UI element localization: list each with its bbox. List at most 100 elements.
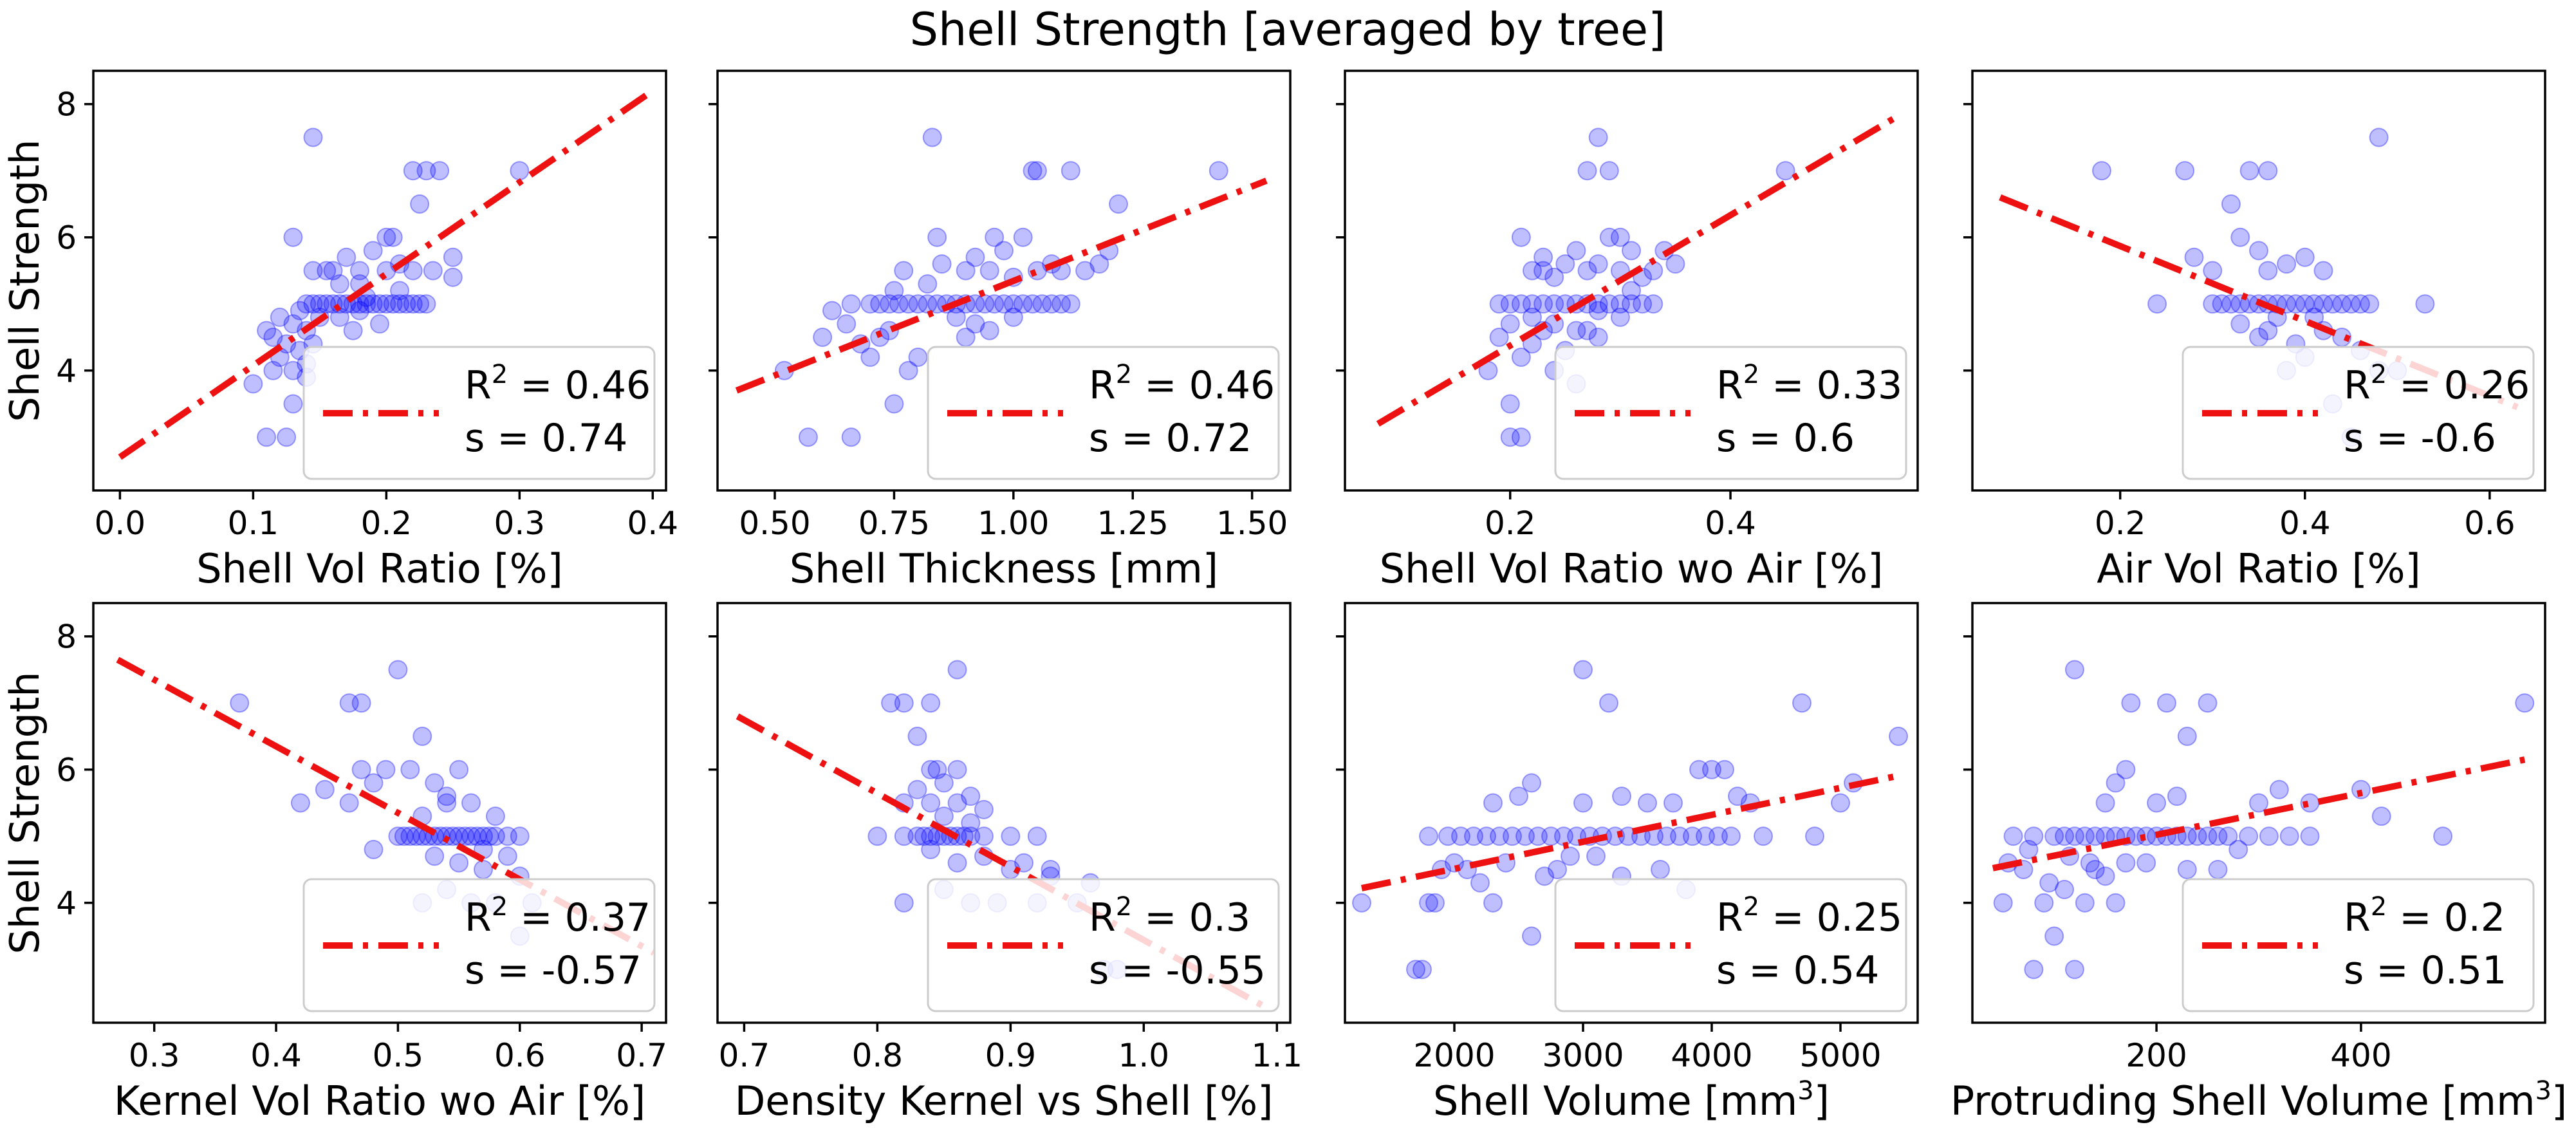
data-point	[1599, 227, 1619, 247]
data-point	[357, 294, 376, 314]
x-tick-label: 0.3	[494, 505, 546, 542]
data-point	[2230, 314, 2250, 334]
legend: R2 = 0.46 s = 0.72	[927, 346, 1280, 480]
data-point	[1438, 826, 1458, 846]
data-point	[343, 321, 363, 340]
data-point	[1014, 853, 1034, 873]
scatter-points	[2091, 127, 2435, 447]
data-point	[1754, 826, 1773, 846]
data-point	[412, 726, 432, 746]
legend-r2-label: R2 = 0.3	[1089, 892, 1250, 940]
data-point	[1573, 793, 1593, 813]
data-point	[1052, 294, 1071, 314]
data-point	[2075, 826, 2095, 846]
data-point	[1573, 660, 1593, 680]
data-point	[1548, 859, 1567, 879]
data-point	[1709, 826, 1728, 846]
data-point	[1522, 307, 1542, 327]
data-point	[1032, 294, 1052, 314]
data-point	[310, 294, 329, 314]
data-point	[1483, 793, 1503, 813]
legend: R2 = 0.3 s = -0.55	[927, 878, 1280, 1012]
data-point	[1522, 926, 1541, 946]
data-point	[363, 294, 383, 314]
data-point	[263, 327, 283, 347]
data-point	[1013, 294, 1033, 314]
data-point	[2167, 787, 2187, 806]
data-point	[497, 826, 517, 846]
y-axis-label: Shell Strength	[1, 139, 48, 422]
figure-title: Shell Strength [averaged by tree]	[910, 3, 1666, 56]
data-point	[467, 826, 487, 846]
data-point	[1061, 294, 1080, 314]
data-point	[1522, 773, 1541, 793]
data-point	[907, 779, 927, 799]
data-point	[317, 294, 337, 314]
data-point	[1352, 893, 1371, 913]
data-point	[1588, 127, 1608, 147]
x-tick-label: 0.5	[373, 1037, 424, 1074]
data-point	[2116, 759, 2136, 779]
data-point	[400, 826, 420, 846]
data-point	[425, 846, 445, 866]
data-point	[283, 394, 303, 414]
legend-slope-label: s = 0.72	[1089, 416, 1252, 461]
data-point	[880, 294, 899, 314]
x-tick-label: 0.7	[719, 1037, 770, 1074]
data-point	[1406, 960, 1425, 980]
data-point	[927, 227, 947, 247]
chart-panel-5: 0.3 0.4 0.5 0.6 0.7 4 6 8 Kernel Vol Ratio wo Ai…	[1, 602, 667, 1124]
data-point	[339, 693, 359, 713]
data-point	[283, 360, 303, 380]
data-point	[2024, 826, 2044, 846]
data-point	[2044, 826, 2064, 846]
data-point	[927, 759, 947, 779]
data-point	[1638, 793, 1657, 813]
data-point	[2249, 241, 2268, 261]
data-point	[881, 693, 901, 713]
data-point	[867, 826, 887, 846]
data-point	[1599, 294, 1619, 314]
data-point	[1500, 427, 1520, 447]
data-point	[1566, 321, 1586, 340]
data-point	[376, 759, 396, 779]
data-point	[1683, 826, 1702, 846]
data-point	[914, 826, 934, 846]
data-point	[396, 294, 416, 314]
regression-line	[1992, 756, 2526, 871]
axes-frame	[1344, 602, 1919, 1024]
data-point	[2075, 893, 2095, 913]
chart-panel-1: 0.0 0.1 0.2 0.3 0.4 4 6 8 Shell Vol Ratio [%] She…	[1, 70, 678, 592]
data-point	[443, 267, 463, 287]
data-point	[1610, 227, 1630, 247]
x-tick-label: 0.4	[2279, 505, 2331, 542]
data-point	[1027, 826, 1047, 846]
data-point	[1451, 826, 1470, 846]
legend-box	[302, 346, 656, 480]
data-point	[283, 227, 303, 247]
data-point	[2249, 793, 2268, 813]
data-point	[1544, 267, 1564, 287]
legend-r2-label: R2 = 0.37	[465, 892, 651, 940]
data-point	[323, 261, 343, 281]
data-point	[961, 787, 981, 806]
data-point	[921, 826, 941, 846]
data-point	[425, 773, 445, 793]
x-tick-label: 0.75	[858, 505, 930, 542]
data-point	[1483, 893, 1503, 913]
data-point	[303, 261, 323, 281]
data-point	[290, 793, 310, 813]
x-tick-label: 4000	[1671, 1037, 1752, 1074]
legend-box	[927, 878, 1280, 1012]
x-axis-label: Density Kernel vs Shell [%]	[735, 1077, 1274, 1124]
data-point	[461, 826, 481, 846]
data-point	[908, 348, 928, 368]
x-tick-label: 0.8	[852, 1037, 903, 1074]
data-point	[1023, 161, 1042, 181]
data-point	[2300, 826, 2320, 846]
legend: R2 = 0.37 s = -0.57	[302, 878, 656, 1012]
y-tick-label: 6	[56, 752, 77, 789]
data-point	[1599, 693, 1618, 713]
data-point	[1477, 826, 1496, 846]
